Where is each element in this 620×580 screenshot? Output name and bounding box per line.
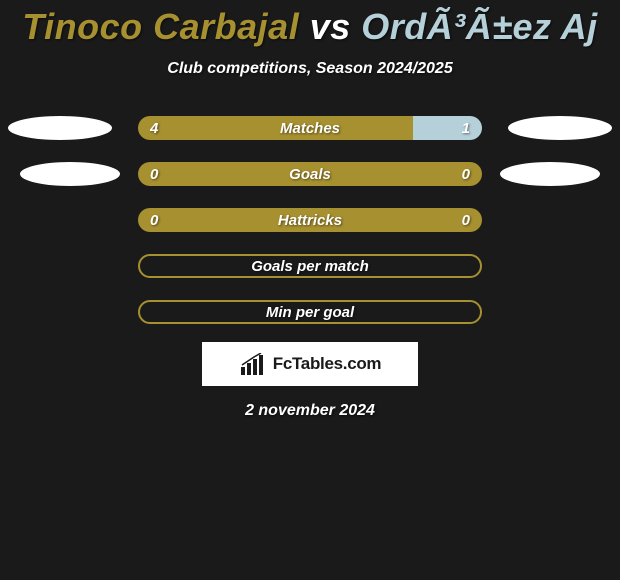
left-ellipse	[20, 162, 120, 186]
title-vs: vs	[299, 6, 361, 47]
right-ellipse	[500, 162, 600, 186]
stat-bar: Goals per match	[138, 254, 482, 278]
logo-text: FcTables.com	[273, 354, 382, 374]
bar-segment-left	[138, 162, 482, 186]
subtitle: Club competitions, Season 2024/2025	[0, 60, 620, 78]
stat-row: Matches41	[0, 116, 620, 140]
bar-value-right: 0	[450, 162, 482, 186]
bar-value-left: 4	[138, 116, 170, 140]
stat-rows: Matches41Goals00Hattricks00Goals per mat…	[0, 116, 620, 324]
bar-value-right: 0	[450, 208, 482, 232]
bar-segment-left	[138, 116, 413, 140]
stat-bar: Goals00	[138, 162, 482, 186]
date-text: 2 november 2024	[0, 402, 620, 420]
stat-bar: Min per goal	[138, 300, 482, 324]
logo-box: FcTables.com	[202, 342, 418, 386]
bar-label: Min per goal	[140, 302, 480, 322]
stat-row: Min per goal	[0, 300, 620, 324]
logo-bars-icon	[239, 353, 267, 375]
stat-row: Hattricks00	[0, 208, 620, 232]
stat-bar: Matches41	[138, 116, 482, 140]
stat-row: Goals per match	[0, 254, 620, 278]
right-ellipse	[508, 116, 612, 140]
bar-segment-left	[138, 208, 482, 232]
stat-row: Goals00	[0, 162, 620, 186]
bar-value-left: 0	[138, 208, 170, 232]
bar-label: Goals per match	[140, 256, 480, 276]
title-left: Tinoco Carbajal	[22, 6, 299, 47]
page-title: Tinoco Carbajal vs OrdÃ³Ã±ez Aj	[0, 0, 620, 48]
title-right: OrdÃ³Ã±ez Aj	[361, 6, 597, 47]
bar-value-right: 1	[450, 116, 482, 140]
bar-value-left: 0	[138, 162, 170, 186]
stat-bar: Hattricks00	[138, 208, 482, 232]
left-ellipse	[8, 116, 112, 140]
